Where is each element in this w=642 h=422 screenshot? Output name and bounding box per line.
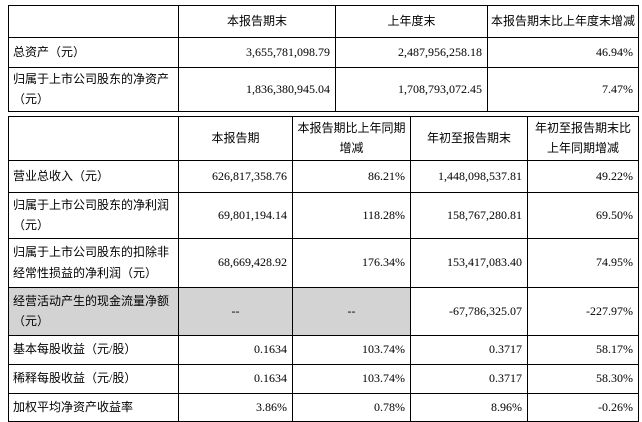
cell-value: 0.1634 (178, 363, 293, 394)
cell-value: 7.47% (487, 67, 639, 112)
table-header-row: 本报告期 本报告期比上年同期增减 年初至报告期末 年初至报告期末比上年同期增减 (8, 115, 639, 161)
row-label: 基本每股收益（元/股） (8, 334, 179, 365)
column-header-change-vs-same-period: 本报告期比上年同期增减 (292, 115, 411, 161)
cell-value: 3.86% (178, 392, 293, 422)
cell-value: 0.3717 (410, 363, 528, 394)
cell-value: 1,708,793,072.45 (335, 67, 488, 112)
cell-value: 176.34% (292, 237, 411, 288)
blank-header-cell (8, 115, 179, 161)
cell-value: 58.17% (527, 334, 639, 365)
cell-value: 8.96% (410, 392, 528, 422)
cell-value: 74.95% (527, 237, 639, 288)
cell-value: 1,448,098,537.81 (410, 159, 528, 193)
cell-value: 69.50% (527, 191, 639, 239)
cell-value: 68,669,428.92 (178, 237, 293, 288)
cell-value: 0.1634 (178, 334, 293, 365)
row-label: 归属于上市公司股东的扣除非经常性损益的净利润（元） (8, 237, 179, 288)
row-label: 加权平均净资产收益率 (8, 392, 179, 422)
cell-value: 118.28% (292, 191, 411, 239)
column-header-year-to-date: 年初至报告期末 (410, 115, 528, 161)
cell-value: -- (292, 286, 411, 336)
row-label: 营业总收入（元） (8, 159, 179, 193)
table-row-basic-eps: 基本每股收益（元/股） 0.1634 103.74% 0.3717 58.17% (8, 334, 639, 365)
table-row-net-profit: 归属于上市公司股东的净利润（元） 69,801,194.14 118.28% 1… (8, 191, 639, 239)
table-row-total-revenue: 营业总收入（元） 626,817,358.76 86.21% 1,448,098… (8, 159, 639, 193)
table-row-net-assets: 归属于上市公司股东的净资产（元） 1,836,380,945.04 1,708,… (8, 67, 639, 112)
cell-value: 626,817,358.76 (178, 159, 293, 193)
cell-value: 1,836,380,945.04 (178, 67, 336, 112)
row-label: 稀释每股收益（元/股） (8, 363, 179, 394)
column-header-current-period: 本报告期 (178, 115, 293, 161)
column-header-change-vs-prior-year-end: 本报告期末比上年度末增减 (487, 5, 639, 38)
table-row-operating-cash-flow: 经营活动产生的现金流量净额（元） -- -- -67,786,325.07 -2… (8, 286, 639, 336)
cell-value: 158,767,280.81 (410, 191, 528, 239)
cell-value: 46.94% (487, 37, 639, 68)
cell-value: -67,786,325.07 (410, 286, 528, 336)
table-row-diluted-eps: 稀释每股收益（元/股） 0.1634 103.74% 0.3717 58.30% (8, 363, 639, 394)
cell-value: 153,417,083.40 (410, 237, 528, 288)
row-label: 经营活动产生的现金流量净额（元） (8, 286, 179, 336)
table-row-net-profit-excl-nonrecurring: 归属于上市公司股东的扣除非经常性损益的净利润（元） 68,669,428.92 … (8, 237, 639, 288)
cell-value: 49.22% (527, 159, 639, 193)
table-row-total-assets: 总资产（元） 3,655,781,098.79 2,487,956,258.18… (8, 37, 639, 68)
row-label: 归属于上市公司股东的净资产（元） (8, 67, 179, 112)
row-label: 归属于上市公司股东的净利润（元） (8, 191, 179, 239)
cell-value: 103.74% (292, 334, 411, 365)
cell-value: -- (178, 286, 293, 336)
cell-value: 58.30% (527, 363, 639, 394)
cell-value: 3,655,781,098.79 (178, 37, 336, 68)
cell-value: 2,487,956,258.18 (335, 37, 488, 68)
cell-value: -0.26% (527, 392, 639, 422)
cell-value: 69,801,194.14 (178, 191, 293, 239)
performance-comparison-table: 本报告期 本报告期比上年同期增减 年初至报告期末 年初至报告期末比上年同期增减 … (8, 115, 639, 422)
cell-value: 0.78% (292, 392, 411, 422)
cell-value: 103.74% (292, 363, 411, 394)
column-header-current-period-end: 本报告期末 (178, 5, 336, 38)
cell-value: -227.97% (527, 286, 639, 336)
table-header-row: 本报告期末 上年度末 本报告期末比上年度末增减 (8, 5, 639, 38)
row-label: 总资产（元） (8, 37, 179, 68)
balance-comparison-table: 本报告期末 上年度末 本报告期末比上年度末增减 总资产（元） 3,655,781… (8, 5, 639, 112)
column-header-prior-year-end: 上年度末 (335, 5, 488, 38)
column-header-ytd-change-vs-same-period: 年初至报告期末比上年同期增减 (527, 115, 639, 161)
cell-value: 0.3717 (410, 334, 528, 365)
cell-value: 86.21% (292, 159, 411, 193)
blank-header-cell (8, 5, 179, 38)
table-row-weighted-avg-roe: 加权平均净资产收益率 3.86% 0.78% 8.96% -0.26% (8, 392, 639, 422)
